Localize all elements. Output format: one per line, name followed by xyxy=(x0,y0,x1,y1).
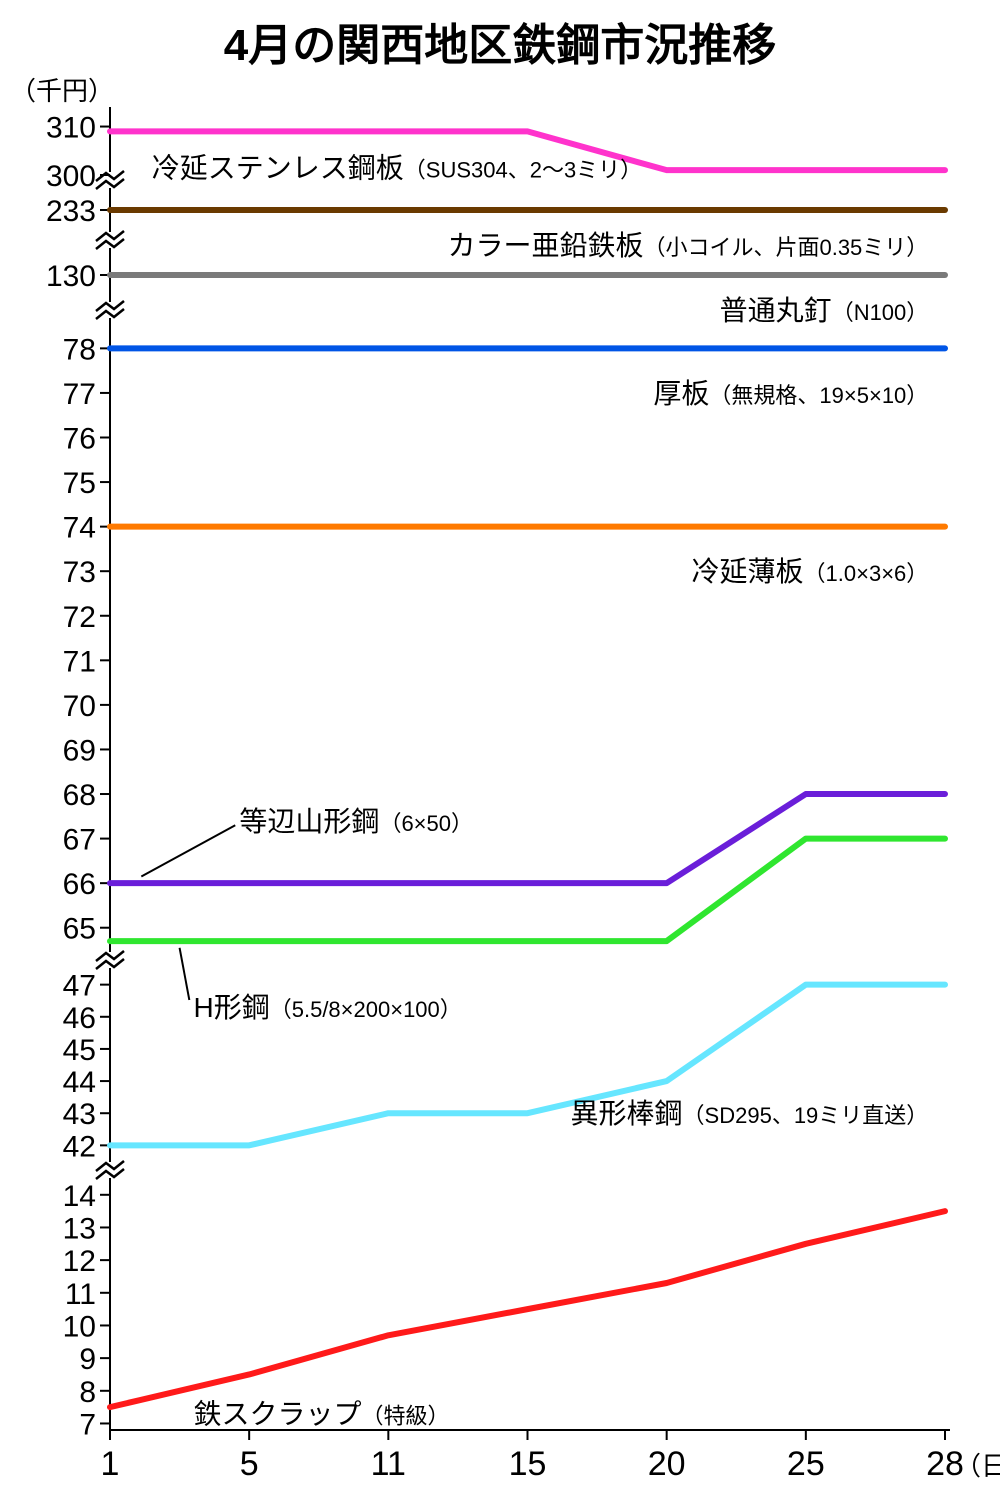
series-label: カラー亜鉛鉄板（小コイル、片面0.35ミリ） xyxy=(447,230,928,261)
axis-break-mark xyxy=(96,231,124,241)
y-tick-label: 233 xyxy=(46,195,96,228)
series-label-name: 普通丸釘 xyxy=(720,295,832,326)
y-tick-label: 310 xyxy=(46,112,96,145)
y-tick-label: 12 xyxy=(63,1245,96,1278)
x-tick-label: 20 xyxy=(648,1445,686,1483)
y-tick-label: 65 xyxy=(63,913,96,946)
callout-line xyxy=(180,948,190,1000)
y-tick-label: 14 xyxy=(63,1180,96,1213)
y-tick-label: 7 xyxy=(79,1408,96,1441)
y-tick-label: 75 xyxy=(63,467,96,500)
y-tick-label: 8 xyxy=(79,1376,96,1409)
x-tick-label: 15 xyxy=(509,1445,547,1483)
y-tick-label: 66 xyxy=(63,868,96,901)
axis-break-mark xyxy=(96,1161,124,1171)
y-tick-label: 67 xyxy=(63,824,96,857)
series-label: 冷延ステンレス鋼板（SUS304、2～3ミリ） xyxy=(152,153,642,184)
series-label-sub: （6×50） xyxy=(379,811,473,836)
x-tick-label: 25 xyxy=(787,1445,825,1483)
series-label-sub: （N100） xyxy=(832,300,929,325)
steel-market-chart: 4月の関西地区鉄鋼市況推移 （千円） 300 310 233 130 65 66 67 68 69 7… xyxy=(0,0,1000,1503)
y-tick-label: 71 xyxy=(63,645,96,678)
y-tick-label: 300 xyxy=(46,160,96,193)
callout-line xyxy=(141,825,235,876)
y-tick-label: 72 xyxy=(63,601,96,634)
axis-break-mark xyxy=(96,1169,124,1179)
series-label-name: 冷延薄板 xyxy=(692,556,804,587)
series-label-name: カラー亜鉛鉄板 xyxy=(447,230,643,261)
y-tick-label: 46 xyxy=(63,1002,96,1035)
y-tick-label: 9 xyxy=(79,1343,96,1376)
y-tick-label: 69 xyxy=(63,734,96,767)
chart-title: 4月の関西地区鉄鋼市況推移 xyxy=(224,21,776,70)
y-tick-label: 10 xyxy=(63,1310,96,1343)
series-label-sub: （特級） xyxy=(362,1404,450,1429)
series-label-name: 冷延ステンレス鋼板 xyxy=(152,153,404,184)
x-tick-label: 5 xyxy=(240,1445,259,1483)
y-tick-label: 45 xyxy=(63,1034,96,1067)
axis-break-mark xyxy=(96,301,124,311)
y-tick-label: 76 xyxy=(63,423,96,456)
y-tick-label: 70 xyxy=(63,690,96,723)
series-label: H形鋼（5.5/8×200×100） xyxy=(194,992,462,1023)
series-label-sub: （1.0×3×6） xyxy=(804,561,929,586)
axis-break-mark xyxy=(96,179,124,189)
x-axis-unit: （日） xyxy=(955,1451,1000,1481)
y-tick-label: 78 xyxy=(63,333,96,366)
axis-break-mark xyxy=(96,309,124,319)
series-label-name: 厚板 xyxy=(653,378,709,409)
series-label: 冷延薄板（1.0×3×6） xyxy=(692,556,929,587)
x-tick-label: 1 xyxy=(101,1445,120,1483)
axis-break-mark xyxy=(96,951,124,961)
y-axis-unit: （千円） xyxy=(10,76,114,106)
y-tick-label: 130 xyxy=(46,260,96,293)
series-label: 厚板（無規格、19×5×10） xyxy=(653,378,928,409)
y-tick-label: 77 xyxy=(63,378,96,411)
y-tick-label: 42 xyxy=(63,1130,96,1163)
y-tick-label: 44 xyxy=(63,1066,96,1099)
series-label-name: 等辺山形鋼 xyxy=(239,806,379,837)
y-tick-label: 43 xyxy=(63,1098,96,1131)
series-label-sub: （SD295、19ミリ直送） xyxy=(683,1103,929,1128)
x-tick-label: 11 xyxy=(371,1445,406,1483)
series-label: 鉄スクラップ（特級） xyxy=(194,1399,450,1430)
y-tick-label: 11 xyxy=(65,1278,96,1311)
y-tick-label: 13 xyxy=(63,1212,96,1245)
series-label-name: H形鋼 xyxy=(194,992,270,1023)
series-label-sub: （小コイル、片面0.35ミリ） xyxy=(643,235,928,260)
series-label-sub: （5.5/8×200×100） xyxy=(270,997,462,1022)
axis-break-mark xyxy=(96,959,124,969)
y-tick-label: 68 xyxy=(63,779,96,812)
y-tick-label: 73 xyxy=(63,556,96,589)
series-label-sub: （SUS304、2～3ミリ） xyxy=(404,158,642,183)
series-label: 異形棒鋼（SD295、19ミリ直送） xyxy=(571,1098,929,1129)
series-line xyxy=(110,1211,945,1407)
series-label-sub: （無規格、19×5×10） xyxy=(709,383,928,408)
axis-break-mark xyxy=(96,239,124,249)
series-label: 等辺山形鋼（6×50） xyxy=(239,806,473,837)
series-label-name: 異形棒鋼 xyxy=(571,1098,683,1129)
y-tick-label: 47 xyxy=(63,970,96,1003)
y-tick-label: 74 xyxy=(63,512,96,545)
series-label: 普通丸釘（N100） xyxy=(720,295,929,326)
series-label-name: 鉄スクラップ xyxy=(194,1399,362,1430)
series-line xyxy=(110,839,945,942)
